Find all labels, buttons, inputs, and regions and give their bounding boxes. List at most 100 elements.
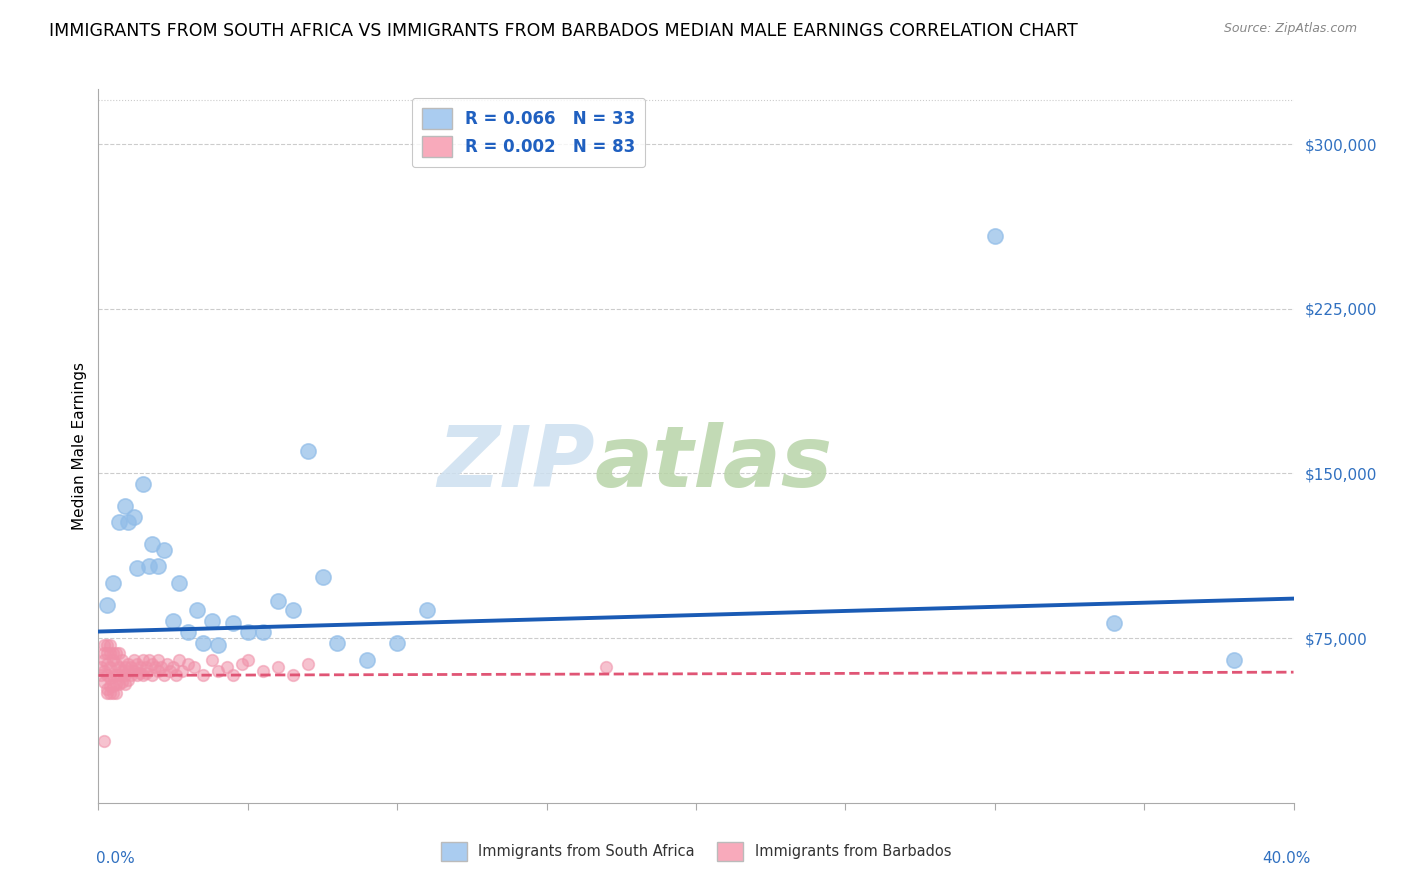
Point [96, 657, 118, 672]
Point [96, 668, 118, 682]
Point [120, 659, 142, 673]
Point [177, 624, 200, 639]
Point [103, 680, 125, 694]
Point [103, 653, 125, 667]
Point [129, 659, 152, 673]
Point [167, 653, 190, 667]
Point [124, 653, 146, 667]
Point [124, 510, 146, 524]
Point [93, 675, 115, 690]
Point [103, 576, 125, 591]
Point [96, 638, 118, 652]
Point [177, 657, 200, 672]
Point [150, 659, 173, 673]
Point [385, 635, 409, 649]
Point [129, 666, 152, 681]
Point [98, 638, 122, 652]
Point [138, 558, 160, 573]
Point [595, 659, 617, 673]
Point [98, 680, 122, 694]
Point [215, 659, 238, 673]
Point [135, 666, 157, 681]
Point [1104, 615, 1126, 630]
Point [98, 671, 122, 685]
Point [153, 543, 176, 558]
Point [281, 668, 304, 682]
Point [120, 668, 142, 682]
Point [108, 659, 131, 673]
Point [132, 477, 155, 491]
Point [132, 653, 155, 667]
Point [236, 653, 259, 667]
Point [162, 614, 184, 628]
Point [124, 664, 146, 678]
Point [98, 647, 122, 661]
Point [148, 664, 170, 678]
Point [297, 444, 319, 458]
Point [148, 558, 170, 573]
Text: 40.0%: 40.0% [1263, 851, 1310, 865]
Point [103, 686, 125, 700]
Point [138, 653, 160, 667]
Point [93, 734, 115, 748]
Point [117, 515, 139, 529]
Point [141, 657, 163, 672]
Point [267, 659, 290, 673]
Point [222, 668, 245, 682]
Point [127, 561, 149, 575]
Point [231, 657, 253, 672]
Point [172, 664, 194, 678]
Point [159, 664, 181, 678]
Text: ZIP: ZIP [437, 422, 595, 506]
Point [132, 668, 155, 682]
Point [103, 647, 125, 661]
Point [114, 677, 136, 691]
Point [105, 657, 128, 672]
Point [108, 647, 131, 661]
Point [141, 668, 163, 682]
Point [98, 659, 122, 673]
Y-axis label: Median Male Earnings: Median Male Earnings [72, 362, 87, 530]
Point [201, 614, 224, 628]
Point [222, 615, 245, 630]
Point [156, 657, 179, 672]
Text: 0.0%: 0.0% [96, 851, 135, 865]
Point [183, 659, 205, 673]
Point [105, 668, 128, 682]
Point [103, 668, 125, 682]
Point [93, 647, 115, 661]
Point [90, 659, 112, 673]
Point [984, 229, 1007, 244]
Point [356, 653, 378, 667]
Point [114, 668, 136, 682]
Point [297, 657, 319, 672]
Point [117, 673, 139, 687]
Text: Source: ZipAtlas.com: Source: ZipAtlas.com [1223, 22, 1357, 36]
Point [96, 647, 118, 661]
Point [165, 668, 187, 682]
Point [252, 664, 274, 678]
Point [186, 602, 208, 616]
Point [108, 668, 131, 682]
Point [167, 576, 190, 591]
Point [111, 675, 134, 690]
Point [148, 653, 170, 667]
Point [141, 537, 163, 551]
Point [127, 668, 149, 682]
Point [96, 681, 118, 696]
Text: atlas: atlas [595, 422, 832, 506]
Point [90, 668, 112, 682]
Point [1223, 653, 1246, 667]
Point [105, 677, 128, 691]
Point [96, 686, 118, 700]
Point [127, 657, 149, 672]
Legend: Immigrants from South Africa, Immigrants from Barbados: Immigrants from South Africa, Immigrants… [434, 837, 957, 867]
Point [117, 664, 139, 678]
Point [162, 659, 184, 673]
Point [98, 686, 122, 700]
Point [236, 624, 259, 639]
Point [93, 638, 115, 652]
Point [416, 602, 439, 616]
Point [96, 598, 118, 612]
Point [326, 635, 349, 649]
